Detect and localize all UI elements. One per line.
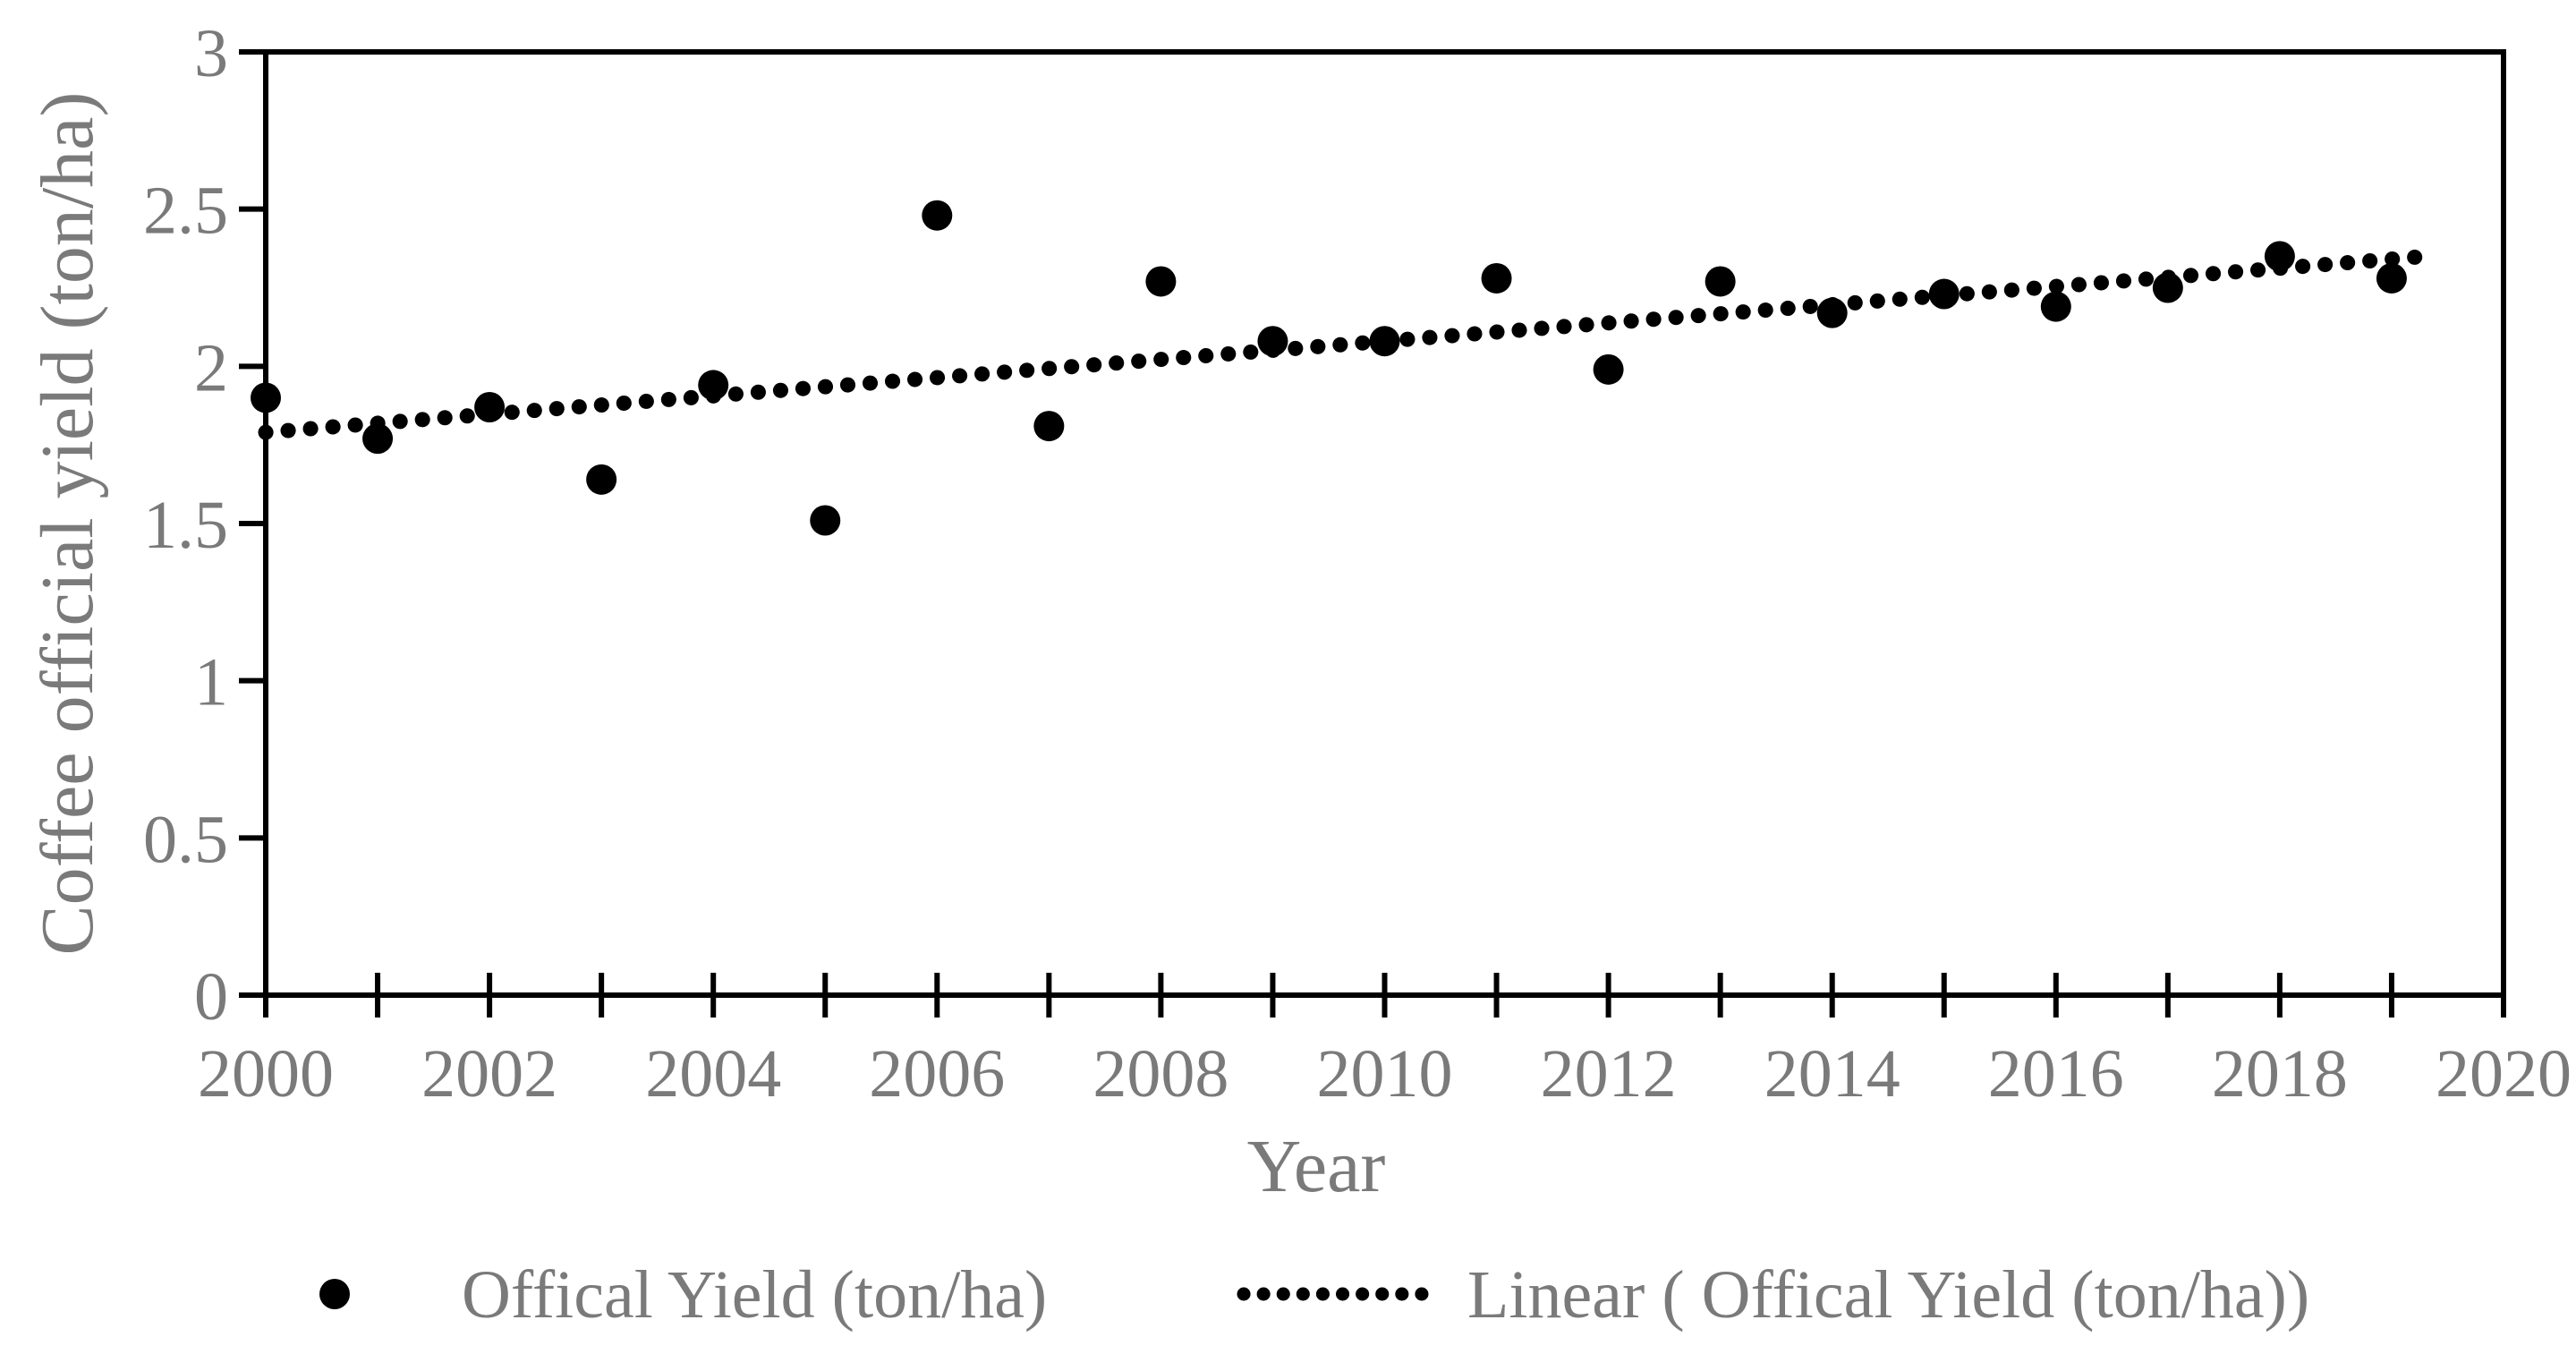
data-point-2015 [1928,278,1960,310]
y-axis-tick-label: 2.5 [143,174,228,249]
x-axis-tick-label: 2020 [2436,1036,2572,1111]
data-point-2007 [1033,411,1065,442]
y-axis-tick-label: 1.5 [143,488,228,563]
y-axis-tick-label: 1 [194,645,228,720]
data-point-2017 [2152,272,2183,303]
y-axis-tick-label: 3 [194,16,228,91]
x-axis-tick-label: 2002 [421,1036,557,1111]
y-axis-tick-label: 2 [194,330,228,405]
data-point-2010 [1369,326,1400,357]
data-point-2012 [1593,353,1624,385]
data-point-2006 [922,200,953,231]
data-point-2019 [2376,262,2407,294]
y-axis-title: Coffee official yield (ton/ha) [26,92,109,956]
data-point-2004 [698,370,729,401]
x-axis-tick-label: 2008 [1092,1036,1228,1111]
x-axis-tick-label: 2018 [2212,1036,2348,1111]
data-point-2001 [362,423,394,455]
legend-trendline-label: Linear ( Offical Yield (ton/ha)) [1467,1257,2309,1333]
x-axis-tick-label: 2014 [1764,1036,1900,1111]
y-axis-tick-label: 0.5 [143,802,228,877]
y-axis-tick-label: 0 [194,959,228,1035]
x-axis-tick-label: 2000 [198,1036,334,1111]
x-axis-title: Year [1247,1125,1386,1208]
data-point-2018 [2264,241,2295,272]
data-point-2009 [1257,326,1288,357]
legend: Offical Yield (ton/ha) Linear ( Offical Y… [319,1257,2309,1333]
x-axis-tick-label: 2010 [1317,1036,1453,1111]
x-axis-tick-label: 2016 [1988,1036,2124,1111]
legend-marker-dot-icon [319,1279,350,1309]
data-point-2000 [251,382,281,413]
trendline-dotted [258,248,2433,440]
data-point-2014 [1816,297,1848,328]
data-point-2008 [1145,266,1177,297]
data-point-2016 [2040,291,2071,322]
legend-series-label: Offical Yield (ton/ha) [462,1257,1047,1333]
x-axis-tick-label: 2004 [645,1036,781,1111]
x-axis-tick-label: 2006 [869,1036,1005,1111]
x-axis-tick-label: 2012 [1541,1036,1677,1111]
data-point-2003 [586,464,617,495]
data-point-2013 [1705,266,1736,297]
data-point-2005 [810,505,841,536]
data-point-2011 [1481,262,1512,294]
data-point-2002 [474,392,506,423]
